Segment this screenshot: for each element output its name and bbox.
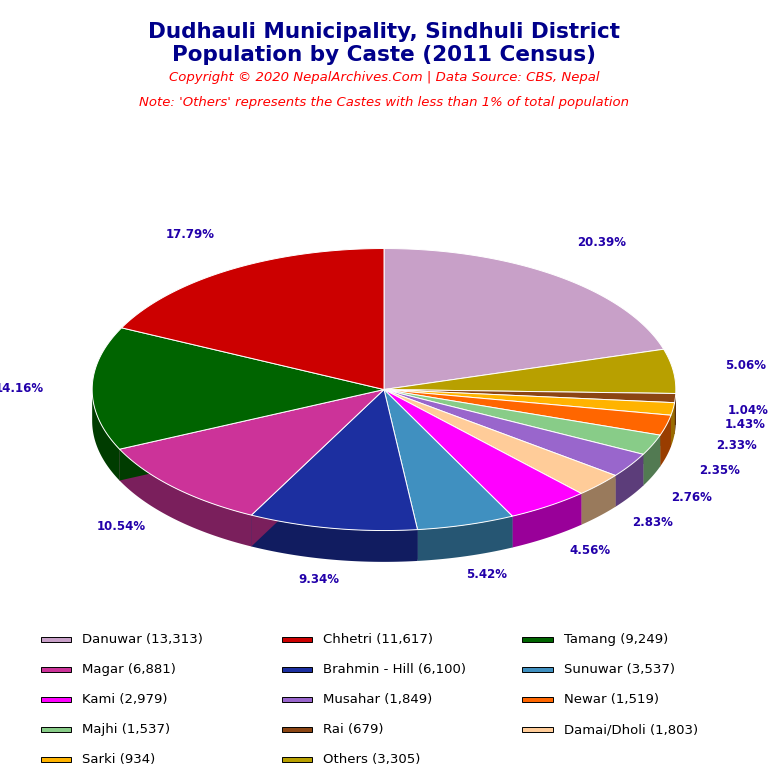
Bar [282,727,312,732]
Polygon shape [251,389,384,547]
Text: 10.54%: 10.54% [97,520,146,533]
Polygon shape [92,328,384,449]
Text: Magar (6,881): Magar (6,881) [82,664,176,677]
Text: Musahar (1,849): Musahar (1,849) [323,694,432,707]
Polygon shape [384,389,512,530]
Text: Kami (2,979): Kami (2,979) [82,694,167,707]
Polygon shape [384,349,676,393]
Polygon shape [120,449,251,547]
Text: Dudhauli Municipality, Sindhuli District: Dudhauli Municipality, Sindhuli District [148,22,620,41]
Text: Copyright © 2020 NepalArchives.Com | Data Source: CBS, Nepal: Copyright © 2020 NepalArchives.Com | Dat… [169,71,599,84]
Polygon shape [384,389,674,415]
Polygon shape [251,515,418,562]
Text: 20.39%: 20.39% [578,236,627,249]
Text: Note: 'Others' represents the Castes with less than 1% of total population: Note: 'Others' represents the Castes wit… [139,96,629,109]
Text: 4.56%: 4.56% [569,544,610,557]
Polygon shape [384,389,674,434]
Polygon shape [384,389,676,425]
Text: 2.33%: 2.33% [717,439,757,452]
Polygon shape [384,389,581,516]
Bar [41,667,71,672]
Text: 1.04%: 1.04% [728,403,768,416]
Polygon shape [120,389,384,515]
Bar [41,727,71,732]
Polygon shape [384,389,512,548]
Bar [522,727,553,732]
Text: Tamang (9,249): Tamang (9,249) [564,634,667,647]
Text: 5.06%: 5.06% [725,359,766,372]
Polygon shape [384,389,644,475]
Polygon shape [120,389,384,481]
Polygon shape [384,389,671,446]
Polygon shape [384,389,644,485]
Polygon shape [615,455,644,507]
Bar [522,697,553,702]
Text: 14.16%: 14.16% [0,382,44,395]
Text: Sunuwar (3,537): Sunuwar (3,537) [564,664,674,677]
Text: Rai (679): Rai (679) [323,723,383,737]
Polygon shape [384,389,418,561]
Polygon shape [384,389,660,466]
Text: Damai/Dholi (1,803): Damai/Dholi (1,803) [564,723,697,737]
Polygon shape [92,389,120,481]
Polygon shape [384,389,671,435]
Text: 2.35%: 2.35% [699,465,740,478]
Text: Newar (1,519): Newar (1,519) [564,694,658,707]
Bar [282,697,312,702]
Polygon shape [660,415,671,466]
Text: Sarki (934): Sarki (934) [82,753,155,766]
Polygon shape [384,389,512,548]
Bar [41,637,71,642]
Text: 5.42%: 5.42% [466,568,507,581]
Polygon shape [674,393,676,434]
Bar [41,757,71,762]
Polygon shape [384,389,660,455]
Polygon shape [581,475,615,525]
Polygon shape [384,389,671,446]
Text: 1.43%: 1.43% [725,418,766,431]
Polygon shape [418,516,512,561]
Polygon shape [251,389,384,547]
Text: Danuwar (13,313): Danuwar (13,313) [82,634,203,647]
Polygon shape [120,389,384,481]
Polygon shape [384,389,644,485]
Polygon shape [384,389,615,507]
Text: 2.83%: 2.83% [633,516,674,529]
Polygon shape [384,389,615,494]
Polygon shape [384,389,418,561]
Text: 17.79%: 17.79% [166,227,215,240]
Text: Majhi (1,537): Majhi (1,537) [82,723,170,737]
Polygon shape [384,389,674,434]
Text: Brahmin - Hill (6,100): Brahmin - Hill (6,100) [323,664,466,677]
Text: Others (3,305): Others (3,305) [323,753,420,766]
Polygon shape [671,402,674,446]
Bar [41,697,71,702]
Text: 9.34%: 9.34% [299,573,339,586]
Text: Population by Caste (2011 Census): Population by Caste (2011 Census) [172,45,596,65]
Polygon shape [121,249,384,389]
Polygon shape [384,389,660,466]
Polygon shape [512,494,581,548]
Bar [282,757,312,762]
Bar [282,637,312,642]
Bar [522,637,553,642]
Polygon shape [384,389,676,402]
Polygon shape [384,389,581,525]
Polygon shape [251,389,418,531]
Text: Chhetri (11,617): Chhetri (11,617) [323,634,433,647]
Polygon shape [384,389,676,425]
Polygon shape [384,249,664,389]
Polygon shape [384,389,615,507]
Bar [522,667,553,672]
Polygon shape [644,435,660,485]
Bar [282,667,312,672]
Polygon shape [384,389,581,525]
Text: 2.76%: 2.76% [671,491,712,504]
